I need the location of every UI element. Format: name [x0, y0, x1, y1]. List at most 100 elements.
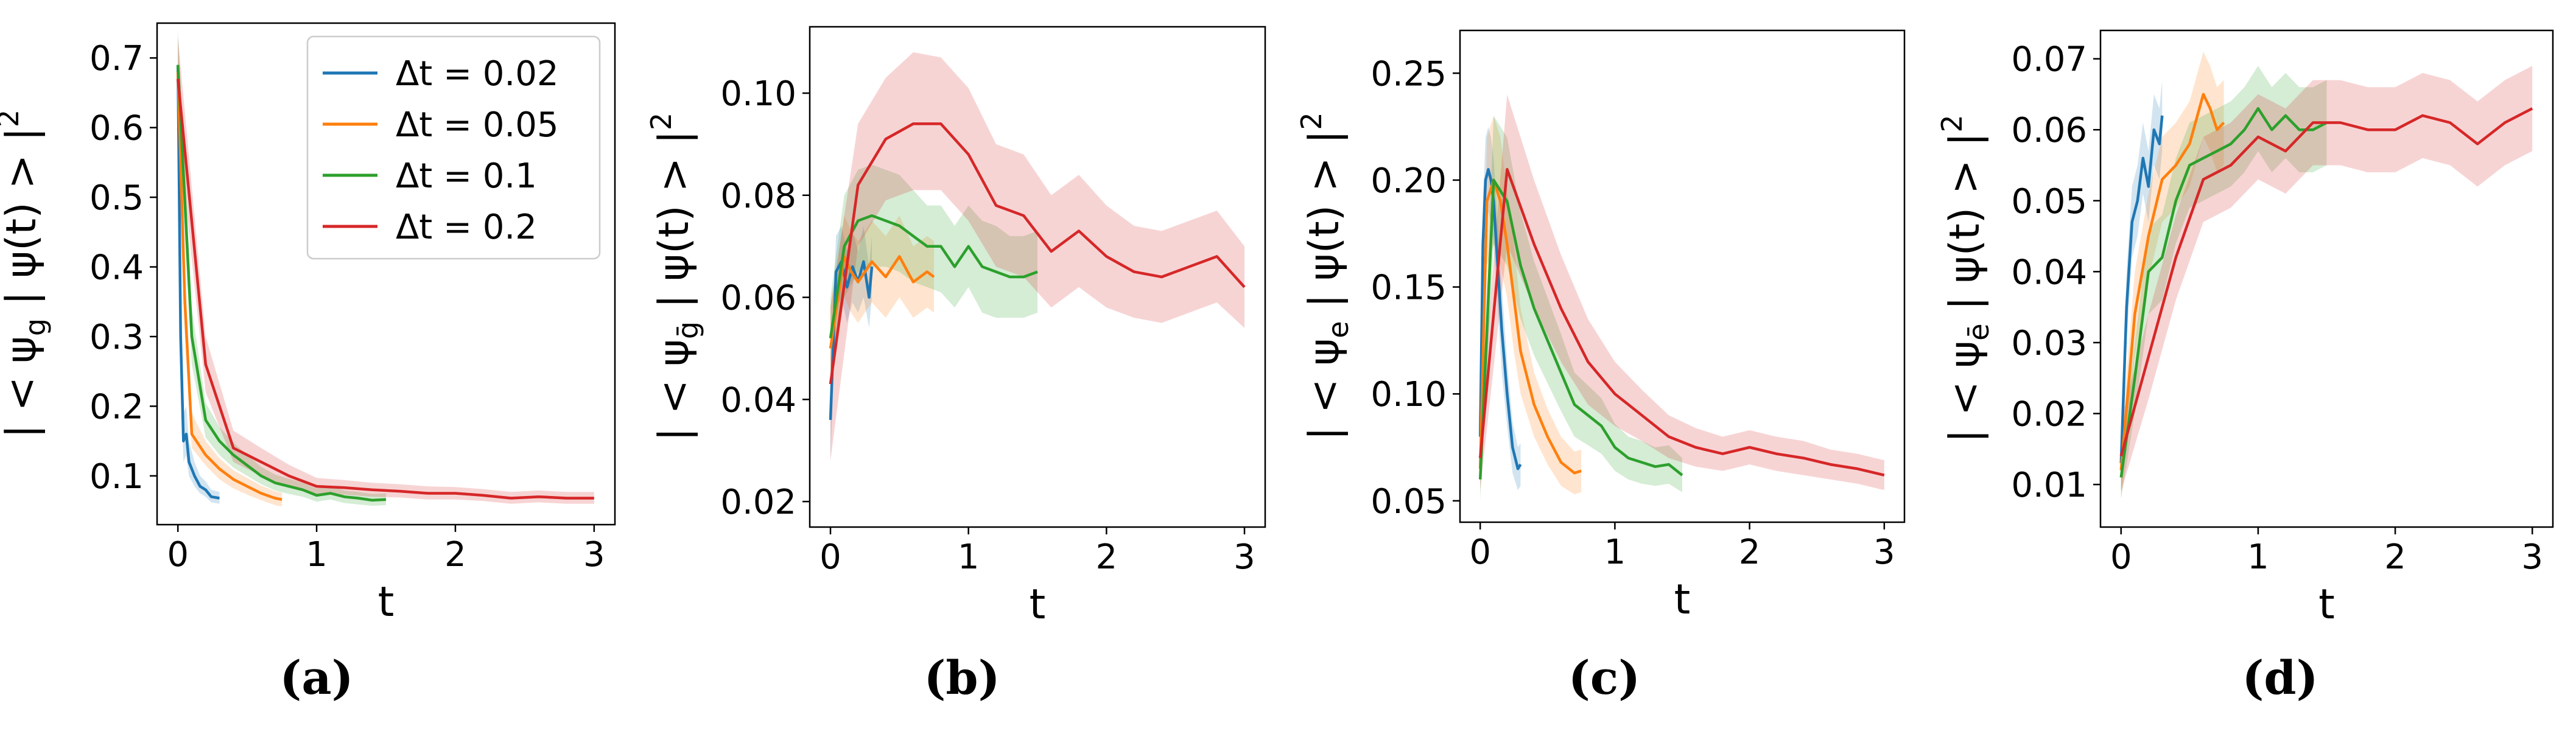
series-line-2	[2119, 107, 2328, 478]
legend-label-3: Δt = 0.2	[396, 208, 537, 247]
y-axis-label: | < ψḡ | ψ(t) > |2	[645, 113, 704, 441]
series-line-3	[176, 79, 594, 500]
y-tick-label: 0.10	[720, 74, 796, 114]
x-tick-label: 0	[1469, 533, 1491, 572]
y-tick-label: 0.6	[89, 109, 144, 149]
y-axis-label-rest: | ψ(t) > |	[1300, 130, 1349, 321]
y-axis-label-superscript: 2	[1295, 112, 1328, 130]
panel-d: 0 1 2 3 0.01 0.02 0.03 0.04 0.05 0.06 0.07 t | < ψē …	[1936, 29, 2554, 705]
x-tick-label: 1	[958, 537, 980, 577]
y-axis-label-subscript: ē	[1962, 323, 1995, 340]
confidence-band-3	[2121, 66, 2533, 492]
y-axis-label-main: | < ψ	[650, 339, 698, 441]
y-tick-label: 0.04	[2011, 253, 2087, 292]
legend-label-2: Δt = 0.1	[396, 156, 537, 196]
y-tick-label: 0.05	[1370, 482, 1447, 522]
x-tick-label: 0	[819, 537, 841, 577]
x-tick-label: 3	[583, 535, 605, 575]
confidence-band-3	[1480, 94, 1884, 491]
y-tick-label: 0.06	[720, 279, 796, 318]
y-tick-label: 0.3	[89, 318, 144, 357]
x-axis-label: t	[1674, 576, 1691, 624]
y-axis-label-subscript: e	[1322, 321, 1355, 338]
y-axis-label-subscript: ḡ	[672, 321, 704, 339]
x-tick-label: 2	[1096, 537, 1118, 577]
x-axis-label: t	[2318, 581, 2335, 629]
y-axis-label-rest: | ψ(t) > |	[1941, 133, 1989, 324]
y-axis-label-superscript: 2	[645, 113, 678, 130]
y-tick-label: 0.4	[89, 248, 144, 288]
series-line-0	[2119, 115, 2164, 464]
y-tick-label: 0.5	[89, 178, 144, 218]
y-axis-label-main: | < ψ	[0, 336, 46, 438]
y-tick-label: 0.7	[89, 39, 144, 79]
panel-c: 0 1 2 3 0.05 0.10 0.15 0.20 0.25 t | < ψe | ψ(t) >…	[1295, 29, 1906, 705]
axes-frame	[809, 26, 1266, 528]
series-line-3	[2119, 107, 2533, 456]
series-line-0	[829, 260, 874, 420]
confidence-band-2	[2121, 66, 2327, 499]
x-tick-label: 1	[1604, 533, 1626, 572]
y-tick-label: 0.08	[720, 177, 796, 216]
confidence-band-1	[1480, 116, 1582, 495]
series-line-0	[176, 65, 220, 500]
axes-frame	[156, 22, 616, 526]
series-line-2	[1478, 178, 1683, 480]
x-axis-label: t	[1030, 581, 1046, 629]
y-tick-label: 0.20	[1370, 161, 1447, 201]
panel-caption: (c)	[1568, 651, 1640, 705]
series-line-3	[1478, 168, 1885, 477]
y-axis-label-main: | < ψ	[1941, 341, 1989, 443]
series-line-2	[176, 65, 387, 502]
confidence-band-1	[830, 215, 934, 390]
confidence-band-0	[2121, 80, 2163, 492]
panel-b: 0 1 2 3 0.02 0.04 0.06 0.08 0.10 t | < ψḡ | ψ(t) >…	[645, 26, 1266, 705]
y-tick-label: 0.15	[1370, 268, 1447, 308]
axes-frame	[2099, 29, 2554, 528]
series-line-0	[1478, 168, 1522, 470]
y-axis-label-subscript: g	[19, 318, 52, 336]
y-tick-label: 0.25	[1370, 54, 1447, 94]
y-tick-label: 0.06	[2011, 111, 2087, 150]
y-axis-label: | < ψe | ψ(t) > |2	[1295, 112, 1355, 440]
panel-caption: (d)	[2242, 651, 2318, 705]
panel-caption: (a)	[279, 651, 353, 705]
y-tick-label: 0.02	[2011, 394, 2087, 434]
legend-label-1: Δt = 0.05	[396, 105, 558, 145]
y-axis-label-superscript: 2	[1936, 114, 1968, 132]
series-line-3	[829, 122, 1246, 385]
x-tick-label: 0	[2110, 537, 2132, 577]
y-axis-label: | < ψg | ψ(t) > |2	[0, 110, 52, 438]
x-axis-label: t	[378, 578, 395, 626]
y-tick-label: 0.01	[2011, 466, 2087, 505]
y-tick-label: 0.2	[89, 387, 144, 427]
y-axis-label-rest: | ψ(t) > |	[650, 130, 698, 321]
panel-caption: (b)	[924, 651, 1000, 705]
legend-box	[306, 35, 601, 260]
y-axis-label-main: | < ψ	[1300, 338, 1349, 441]
y-axis-label-superscript: 2	[0, 110, 25, 127]
y-tick-label: 0.05	[2011, 182, 2087, 222]
x-tick-label: 3	[1234, 537, 1255, 577]
series-line-1	[176, 72, 283, 502]
x-tick-label: 1	[2247, 537, 2269, 577]
y-tick-label: 0.03	[2011, 324, 2087, 363]
x-tick-label: 1	[306, 535, 328, 575]
y-axis-label-rest: | ψ(t) > |	[0, 127, 46, 318]
x-tick-label: 2	[2384, 537, 2406, 577]
x-tick-label: 3	[1873, 533, 1895, 572]
y-tick-label: 0.07	[2011, 40, 2087, 80]
confidence-band-3	[830, 52, 1244, 461]
y-tick-label: 0.10	[1370, 375, 1447, 414]
series-line-1	[2119, 93, 2225, 470]
legend: Δt = 0.02 Δt = 0.05 Δt = 0.1 Δt = 0.2	[306, 35, 601, 260]
x-tick-label: 2	[444, 535, 466, 575]
y-tick-label: 0.04	[720, 380, 796, 420]
confidence-band-2	[1480, 116, 1682, 501]
x-tick-label: 0	[167, 535, 189, 575]
y-tick-label: 0.02	[720, 483, 796, 522]
legend-label-0: Δt = 0.02	[396, 54, 558, 94]
x-tick-label: 2	[1739, 533, 1761, 572]
